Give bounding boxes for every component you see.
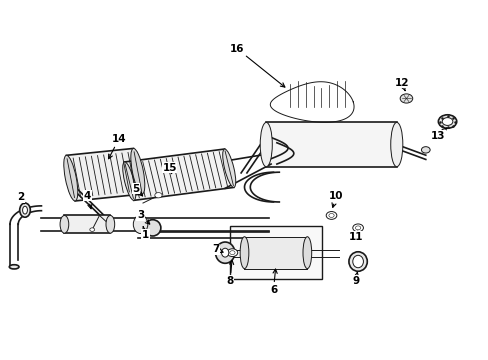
Polygon shape bbox=[265, 122, 396, 167]
Text: 4: 4 bbox=[83, 191, 92, 209]
Text: 1: 1 bbox=[142, 227, 149, 240]
Ellipse shape bbox=[325, 212, 336, 219]
Ellipse shape bbox=[441, 118, 452, 125]
Text: 5: 5 bbox=[132, 184, 142, 196]
Text: 6: 6 bbox=[269, 269, 277, 295]
Ellipse shape bbox=[260, 122, 272, 167]
Ellipse shape bbox=[131, 148, 144, 194]
Ellipse shape bbox=[90, 228, 95, 231]
Ellipse shape bbox=[352, 224, 363, 232]
Ellipse shape bbox=[399, 94, 412, 103]
Ellipse shape bbox=[226, 249, 237, 257]
Text: 12: 12 bbox=[393, 77, 408, 91]
Ellipse shape bbox=[229, 251, 235, 255]
Ellipse shape bbox=[421, 147, 429, 153]
Ellipse shape bbox=[20, 203, 30, 217]
Text: 11: 11 bbox=[348, 231, 362, 242]
Polygon shape bbox=[244, 237, 307, 269]
Ellipse shape bbox=[303, 237, 311, 269]
Text: 8: 8 bbox=[226, 260, 233, 286]
Text: 10: 10 bbox=[328, 191, 343, 207]
Polygon shape bbox=[124, 149, 233, 201]
Ellipse shape bbox=[355, 226, 360, 230]
Ellipse shape bbox=[352, 255, 363, 268]
Ellipse shape bbox=[22, 206, 27, 214]
Ellipse shape bbox=[60, 215, 69, 233]
Polygon shape bbox=[66, 148, 142, 201]
Ellipse shape bbox=[390, 122, 402, 167]
Polygon shape bbox=[64, 215, 110, 233]
Text: 9: 9 bbox=[351, 273, 359, 286]
Ellipse shape bbox=[63, 155, 78, 201]
Text: 2: 2 bbox=[18, 192, 25, 204]
Ellipse shape bbox=[155, 193, 162, 198]
Ellipse shape bbox=[437, 115, 456, 128]
Text: 14: 14 bbox=[108, 134, 126, 159]
Ellipse shape bbox=[222, 149, 235, 188]
Text: 3: 3 bbox=[137, 211, 149, 224]
Ellipse shape bbox=[215, 242, 234, 263]
Ellipse shape bbox=[106, 215, 115, 233]
Text: 13: 13 bbox=[430, 128, 446, 141]
Ellipse shape bbox=[144, 220, 161, 236]
Text: 15: 15 bbox=[162, 163, 177, 174]
Ellipse shape bbox=[240, 237, 248, 269]
Ellipse shape bbox=[328, 213, 333, 217]
Ellipse shape bbox=[221, 248, 228, 257]
Text: 16: 16 bbox=[229, 44, 285, 87]
Ellipse shape bbox=[122, 162, 136, 201]
Bar bbox=[229, 226, 321, 279]
Ellipse shape bbox=[348, 252, 366, 271]
Ellipse shape bbox=[9, 265, 19, 269]
Ellipse shape bbox=[133, 215, 147, 234]
Text: 7: 7 bbox=[211, 244, 223, 254]
